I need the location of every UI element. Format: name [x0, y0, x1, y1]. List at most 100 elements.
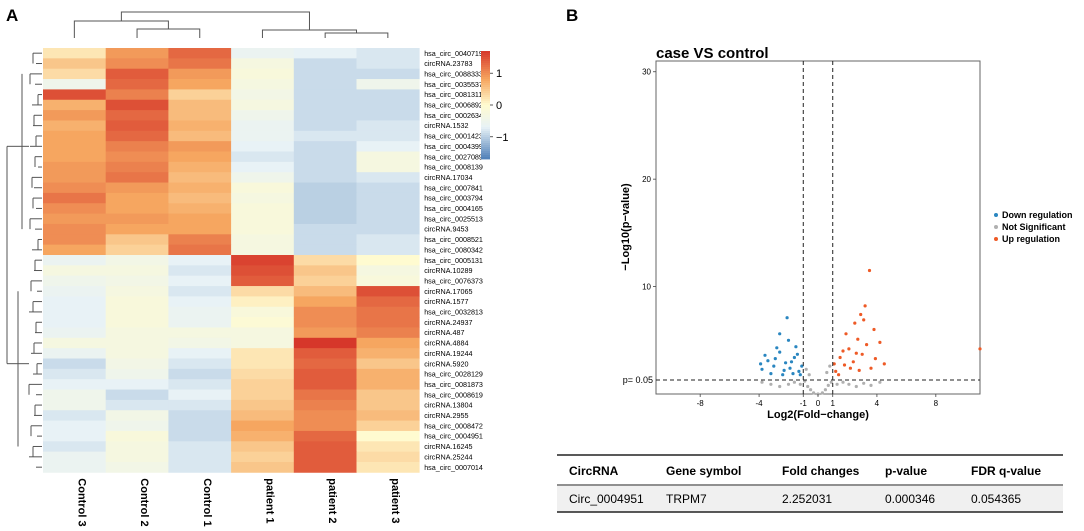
- colorbar-segment: [481, 123, 490, 126]
- volcano-point: [804, 367, 808, 371]
- colorbar-segment: [481, 145, 490, 148]
- heatmap-cell: [168, 348, 232, 359]
- volcano-point: [860, 352, 864, 356]
- heatmap-cell: [43, 203, 107, 214]
- colorbar-segment: [481, 127, 490, 130]
- heatmap-cell: [293, 141, 357, 152]
- heatmap-cell: [105, 141, 169, 152]
- heatmap-column-label: patient 1: [264, 478, 276, 523]
- heatmap-cell: [105, 462, 169, 473]
- volcano-point: [806, 384, 810, 389]
- heatmap-row-label: circRNA.5920: [424, 359, 468, 368]
- volcano-plot: p= 0.05 -8 -4 -1 0 1 4 8 10 20 30: [623, 61, 982, 408]
- colorbar-segment: [481, 73, 490, 76]
- heatmap-cell: [105, 244, 169, 256]
- volcano-point: [835, 382, 839, 386]
- heatmap-cell: [43, 441, 107, 453]
- heatmap-cell: [356, 48, 420, 59]
- legend-marker: [994, 225, 998, 229]
- heatmap-cell: [293, 48, 357, 59]
- heatmap-cell: [293, 368, 357, 380]
- colorbar-segment: [481, 151, 490, 154]
- table-cell: Circ_0004951: [569, 492, 644, 506]
- volcano-point: [823, 388, 828, 392]
- heatmap-cell: [105, 379, 169, 390]
- volcano-point: [829, 380, 833, 384]
- heatmap-cell: [105, 389, 169, 401]
- heatmap-cell: [356, 327, 420, 339]
- heatmap-cell: [105, 89, 169, 101]
- heatmap-cell: [231, 172, 295, 183]
- heatmap-cell: [231, 110, 295, 121]
- heatmap-cell: [356, 89, 420, 101]
- heatmap-cell: [231, 58, 295, 70]
- heatmap-row-label: circRNA.1577: [424, 297, 468, 306]
- heatmap-cell: [231, 244, 295, 256]
- heatmap-row-label: hsa_circ_0008139: [424, 163, 483, 172]
- heatmap-cell: [43, 234, 107, 246]
- heatmap-cell: [293, 327, 357, 339]
- heatmap-cell: [356, 441, 420, 453]
- legend-marker: [994, 213, 998, 217]
- column-dendrogram: [73, 11, 389, 38]
- volcano-point: [784, 361, 788, 365]
- volcano-point: [769, 372, 773, 376]
- heatmap-row-label: circRNA.13804: [424, 401, 472, 410]
- legend-label: Up regulation: [1002, 234, 1060, 244]
- volcano-point: [782, 368, 786, 372]
- colorbar-segment: [481, 141, 490, 144]
- heatmap-cell: [168, 203, 232, 214]
- volcano-point: [797, 369, 801, 373]
- colorbar-segment: [481, 143, 490, 146]
- volcano-point: [792, 355, 797, 360]
- heatmap-row-label: hsa_circ_0008521: [424, 235, 483, 244]
- heatmap-row-label: hsa_circ_0025513: [424, 214, 483, 223]
- heatmap-cell: [293, 410, 357, 421]
- colorbar-segment: [481, 125, 490, 128]
- heatmap-cell: [105, 410, 169, 421]
- heatmap-cell: [43, 58, 107, 70]
- panel-a-label: A: [6, 6, 18, 25]
- heatmap-cell: [105, 337, 169, 349]
- heatmap-cell: [356, 213, 420, 225]
- colorbar-segment: [481, 93, 490, 96]
- heatmap-cell: [293, 306, 357, 318]
- heatmap-cell: [356, 244, 420, 256]
- volcano-point: [878, 340, 882, 344]
- heatmap-cell: [231, 275, 295, 287]
- heatmap-row-label: hsa_circ_0004165: [424, 204, 483, 213]
- heatmap-cell: [293, 348, 357, 359]
- heatmap-cell: [231, 296, 295, 308]
- heatmap-cell: [168, 172, 232, 183]
- colorbar-segment: [481, 119, 490, 122]
- heatmap-cell: [105, 182, 169, 194]
- volcano-point: [809, 388, 813, 392]
- heatmap-cell: [356, 151, 420, 163]
- volcano-point: [857, 368, 861, 372]
- heatmap-cell: [168, 368, 232, 380]
- x-tick-label: -1: [800, 399, 808, 408]
- heatmap-row-label: circRNA.17065: [424, 287, 472, 296]
- colorbar-segment: [481, 155, 490, 158]
- heatmap-cell: [231, 141, 295, 152]
- heatmap-cell: [356, 203, 420, 214]
- volcano-point: [788, 366, 792, 370]
- heatmap-cell: [293, 192, 357, 204]
- heatmap-cell: [356, 79, 420, 90]
- volcano-point: [848, 366, 853, 370]
- volcano-point: [856, 337, 860, 341]
- x-tick-label: 0: [816, 399, 821, 408]
- volcano-point: [828, 364, 832, 368]
- heatmap-cell: [168, 296, 232, 308]
- colorbar-segment: [481, 139, 490, 142]
- heatmap-cell: [168, 337, 232, 349]
- heatmap-cell: [43, 389, 107, 401]
- heatmap-cell: [168, 389, 232, 401]
- heatmap-cell: [293, 79, 357, 90]
- heatmap-cell: [43, 182, 107, 194]
- colorbar-segment: [481, 75, 490, 78]
- volcano-point: [869, 366, 873, 370]
- row-dendrogram: [6, 52, 42, 468]
- colorbar-segment: [481, 67, 490, 70]
- heatmap-cell: [168, 379, 232, 390]
